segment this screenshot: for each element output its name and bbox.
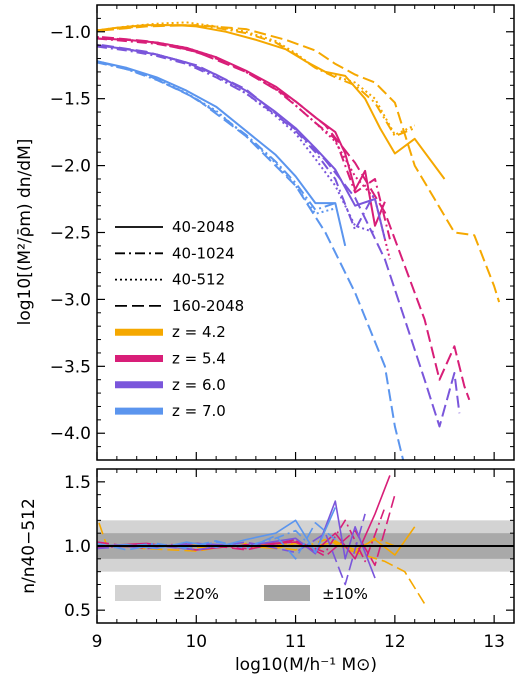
y-tick-label: −4.0 bbox=[50, 424, 91, 444]
hmf-series-line bbox=[101, 36, 471, 401]
hmf-series-line bbox=[101, 61, 405, 460]
legend-style-label: 40-1024 bbox=[172, 244, 235, 262]
y-tick-label: −1.5 bbox=[50, 90, 91, 110]
top-plot-frame bbox=[96, 4, 515, 461]
legend-style-label: 40-512 bbox=[172, 271, 225, 289]
xlabel: log10(M/h⁻¹ M⊙) bbox=[235, 655, 377, 675]
hmf-series-line bbox=[97, 37, 391, 240]
top-panel: −1.0 −1.5 −2.0 −2.5 −3.0 −3.5 −4.0 log10[(M²/ρ… bbox=[15, 4, 515, 461]
y-tick-label: 1.0 bbox=[64, 537, 91, 557]
x-tick-label: 13 bbox=[483, 632, 505, 652]
x-tick-label: 11 bbox=[285, 632, 307, 652]
x-tick-label: 10 bbox=[185, 632, 207, 652]
band-legend: ±20% ±10% bbox=[115, 585, 368, 603]
ratio-series-line bbox=[97, 529, 316, 552]
legend-redshift-label: z = 6.0 bbox=[172, 376, 226, 394]
hmf-series-line bbox=[101, 24, 501, 303]
x-tick-label: 12 bbox=[384, 632, 406, 652]
band-legend-label: ±10% bbox=[322, 585, 368, 603]
band-legend-swatch bbox=[264, 585, 310, 601]
x-tick-label: 9 bbox=[92, 632, 103, 652]
legend-redshift-label: z = 7.0 bbox=[172, 402, 226, 420]
hmf-series-line bbox=[101, 44, 461, 428]
bottom-ylabel: n/n40−512 bbox=[19, 498, 39, 594]
ratio-series-line bbox=[98, 522, 426, 605]
y-tick-label: −3.0 bbox=[50, 290, 91, 310]
legend-redshift-label: z = 4.2 bbox=[172, 323, 226, 341]
y-tick-label: −1.0 bbox=[50, 23, 91, 43]
legend-style-label: 160-2048 bbox=[172, 297, 244, 315]
bottom-panel: 9 10 11 12 13 0.5 1.0 1.5 n/n40−512 log10(M/h⁻¹… bbox=[19, 468, 515, 675]
legend: 40-2048 40-1024 40-512 160-2048 z = 4.2 z = 5… bbox=[115, 218, 244, 420]
top-ticks: −1.0 −1.5 −2.0 −2.5 −3.0 −3.5 −4.0 bbox=[50, 4, 515, 461]
y-tick-label: 0.5 bbox=[64, 601, 91, 621]
top-plot-lines bbox=[97, 21, 501, 460]
band-legend-swatch bbox=[115, 585, 161, 601]
hmf-series-line bbox=[97, 60, 347, 247]
y-tick-label: −3.5 bbox=[50, 357, 91, 377]
legend-style-label: 40-2048 bbox=[172, 218, 235, 236]
band-legend-label: ±20% bbox=[173, 585, 219, 603]
bottom-plot-lines bbox=[97, 475, 514, 605]
y-tick-label: −2.0 bbox=[50, 157, 91, 177]
legend-redshift-label: z = 5.4 bbox=[172, 350, 226, 368]
bottom-plot-frame bbox=[96, 468, 515, 624]
hmf-series-line bbox=[97, 44, 376, 234]
y-tick-label: −2.5 bbox=[50, 224, 91, 244]
y-tick-label: 1.5 bbox=[64, 473, 91, 493]
top-ylabel: log10[(M²/ρ̄m) dn/dM] bbox=[15, 139, 35, 326]
